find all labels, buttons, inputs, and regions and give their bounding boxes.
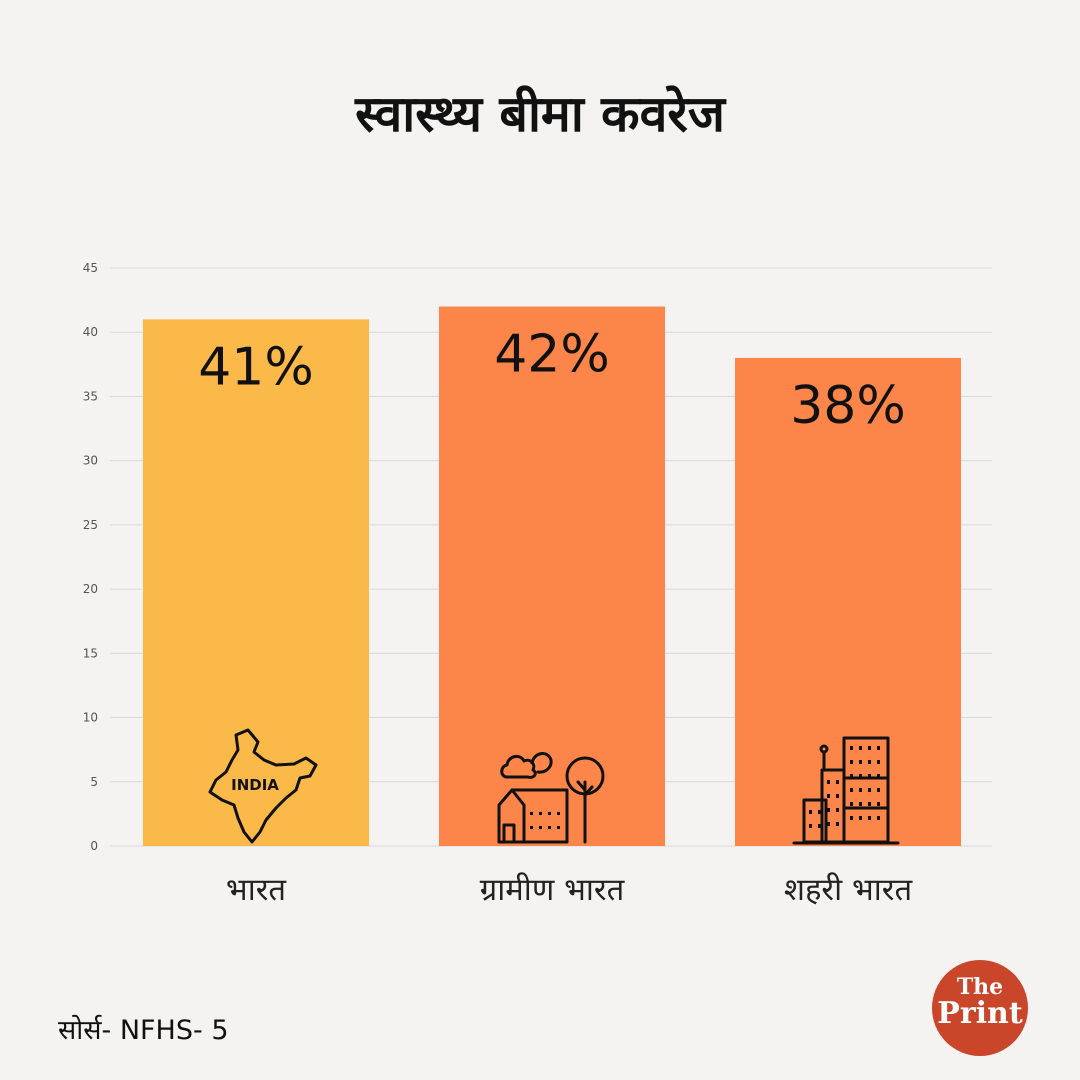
city-buildings-icon — [792, 736, 900, 845]
y-tick-label: 0 — [90, 839, 98, 853]
house-window — [548, 826, 551, 829]
building-window — [850, 802, 853, 806]
building-window — [827, 794, 830, 798]
india-map-icon: INDIA — [208, 728, 318, 844]
data-labels: 41% 42% 38% — [198, 325, 906, 436]
cloud-icon — [500, 754, 537, 779]
building-window — [827, 808, 830, 812]
building-window — [836, 794, 839, 798]
building-window — [850, 788, 853, 792]
building-window — [827, 780, 830, 784]
category-label: ग्रामीण भारत — [480, 872, 626, 908]
bar — [735, 357, 961, 846]
data-label: 41% — [198, 337, 314, 397]
house-body — [497, 788, 569, 844]
y-tick-label: 5 — [90, 775, 98, 789]
data-label: 42% — [494, 325, 610, 385]
house-window — [530, 826, 533, 829]
india-map-outline — [208, 728, 318, 844]
bar — [439, 306, 665, 846]
y-tick-label: 10 — [83, 711, 98, 725]
logo-the-text: The — [956, 974, 1004, 1000]
building-window — [850, 816, 853, 820]
house-door — [502, 823, 516, 844]
building-window — [868, 802, 871, 806]
bar — [143, 319, 369, 846]
y-axis-ticks: 0 5 10 15 20 25 30 35 40 45 — [83, 261, 98, 853]
building-window — [877, 774, 880, 778]
house-window — [557, 826, 560, 829]
source-note: सोर्स- NFHS- 5 — [58, 1015, 229, 1046]
village-house-tree-icon — [497, 752, 605, 844]
category-label: भारत — [226, 872, 288, 908]
building-window — [877, 788, 880, 792]
theprint-logo: The Print — [932, 960, 1028, 1056]
y-tick-label: 25 — [83, 518, 98, 532]
building-window — [827, 822, 830, 826]
y-tick-label: 20 — [83, 582, 98, 596]
building-window — [836, 822, 839, 826]
x-axis-categories: भारत ग्रामीण भारत शहरी भारत — [226, 872, 914, 908]
building-window — [868, 760, 871, 764]
house-window — [539, 826, 542, 829]
y-tick-label: 45 — [83, 261, 98, 275]
building-window — [836, 808, 839, 812]
building-window — [859, 788, 862, 792]
logo-print-text: Print — [937, 996, 1023, 1031]
building-window — [859, 746, 862, 750]
house-window — [530, 812, 533, 815]
tree-branches — [576, 780, 594, 797]
house-window — [539, 812, 542, 815]
building-window — [809, 810, 812, 814]
building-window — [850, 746, 853, 750]
data-label: 38% — [790, 376, 906, 436]
category-label: शहरी भारत — [784, 872, 914, 908]
building-window — [877, 816, 880, 820]
building-window — [859, 816, 862, 820]
building-window — [850, 774, 853, 778]
chart-title: स्वास्थ्य बीमा कवरेज — [355, 85, 725, 143]
building-window — [836, 780, 839, 784]
building-window — [809, 824, 812, 828]
house-window — [557, 812, 560, 815]
y-tick-label: 40 — [83, 325, 98, 339]
y-tick-label: 30 — [83, 454, 98, 468]
building-window — [859, 802, 862, 806]
building-window — [877, 746, 880, 750]
building-window — [868, 774, 871, 778]
building-window — [818, 810, 821, 814]
bar-icons: INDIA — [208, 728, 900, 845]
building-window — [859, 760, 862, 764]
house-roof-line — [510, 788, 526, 807]
building-window — [850, 760, 853, 764]
sun-icon — [530, 752, 553, 774]
y-tick-label: 15 — [83, 646, 98, 660]
india-map-text: INDIA — [231, 776, 279, 794]
building-window — [877, 760, 880, 764]
building-window — [868, 746, 871, 750]
house-window — [548, 812, 551, 815]
building-window — [868, 816, 871, 820]
building-window — [859, 774, 862, 778]
y-tick-label: 35 — [83, 389, 98, 403]
building-window — [877, 802, 880, 806]
building-window — [818, 824, 821, 828]
bars — [143, 306, 961, 846]
building-window — [868, 788, 871, 792]
